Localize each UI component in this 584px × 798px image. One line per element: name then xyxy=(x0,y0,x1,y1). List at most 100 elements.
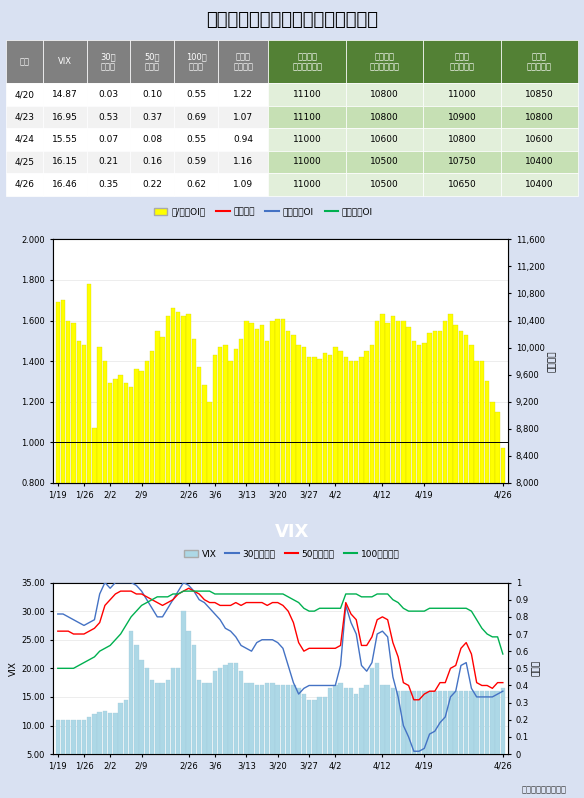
Text: 0.03: 0.03 xyxy=(99,90,119,99)
Bar xyxy=(255,329,259,483)
Bar xyxy=(396,321,401,483)
Bar xyxy=(354,361,359,483)
Text: 4/26: 4/26 xyxy=(15,180,34,189)
Bar xyxy=(130,151,174,173)
Text: 50日
百分位: 50日 百分位 xyxy=(144,52,160,71)
Bar xyxy=(396,691,401,783)
Text: 11000: 11000 xyxy=(293,135,322,144)
Bar xyxy=(406,326,411,483)
Bar xyxy=(443,321,447,483)
Bar xyxy=(349,689,353,783)
Bar xyxy=(433,691,437,783)
Bar xyxy=(307,700,311,783)
Bar xyxy=(276,318,280,483)
Text: 1.09: 1.09 xyxy=(233,180,253,189)
Bar xyxy=(129,388,133,483)
Bar xyxy=(6,84,43,106)
Bar xyxy=(464,691,468,783)
Bar xyxy=(281,318,285,483)
Bar xyxy=(328,355,332,483)
Bar xyxy=(333,347,338,483)
Bar xyxy=(423,151,500,173)
Bar xyxy=(218,40,269,84)
Bar xyxy=(176,669,180,783)
Text: 100日
百分位: 100日 百分位 xyxy=(186,52,206,71)
Bar xyxy=(354,694,359,783)
Bar xyxy=(171,669,175,783)
Bar xyxy=(119,703,123,783)
Y-axis label: 百分位: 百分位 xyxy=(532,660,541,677)
Bar xyxy=(86,40,130,84)
Bar xyxy=(427,333,432,483)
Bar xyxy=(77,341,81,483)
Text: 4/23: 4/23 xyxy=(15,113,34,121)
Bar xyxy=(134,646,138,783)
Bar xyxy=(385,322,390,483)
Text: 10500: 10500 xyxy=(370,157,399,167)
Bar xyxy=(297,345,301,483)
Bar xyxy=(270,682,274,783)
Bar xyxy=(422,343,426,483)
Bar xyxy=(269,151,346,173)
Bar xyxy=(469,345,474,483)
Bar xyxy=(98,347,102,483)
Bar xyxy=(500,128,578,151)
Bar xyxy=(312,357,317,483)
Bar xyxy=(322,353,327,483)
Bar xyxy=(160,337,165,483)
Bar xyxy=(375,321,380,483)
Text: 1.22: 1.22 xyxy=(233,90,253,99)
Bar xyxy=(269,40,346,84)
Bar xyxy=(380,685,385,783)
Text: 賣權最大
未平倉履約價: 賣權最大 未平倉履約價 xyxy=(370,52,399,71)
Bar xyxy=(343,689,348,783)
Bar xyxy=(130,128,174,151)
Bar xyxy=(286,330,290,483)
Bar xyxy=(249,322,253,483)
Bar xyxy=(333,685,338,783)
Text: 10800: 10800 xyxy=(370,113,399,121)
Bar xyxy=(391,317,395,483)
Text: 10400: 10400 xyxy=(525,157,554,167)
Bar xyxy=(302,347,306,483)
Bar xyxy=(134,369,138,483)
Text: 10500: 10500 xyxy=(370,180,399,189)
Bar xyxy=(370,669,374,783)
Bar xyxy=(244,321,249,483)
Text: 10650: 10650 xyxy=(448,180,477,189)
Bar xyxy=(55,720,60,783)
Text: 0.08: 0.08 xyxy=(142,135,162,144)
Text: 賣買權
未平倉比: 賣買權 未平倉比 xyxy=(233,52,253,71)
Text: 10900: 10900 xyxy=(448,113,477,121)
Bar xyxy=(417,345,421,483)
Bar xyxy=(186,631,191,783)
Bar xyxy=(500,173,578,196)
Bar xyxy=(86,128,130,151)
Bar xyxy=(165,680,170,783)
Bar xyxy=(124,700,128,783)
Bar xyxy=(458,330,463,483)
Bar xyxy=(174,84,218,106)
Bar xyxy=(174,173,218,196)
Bar xyxy=(103,711,107,783)
Bar xyxy=(228,662,233,783)
Bar xyxy=(207,401,212,483)
Bar xyxy=(454,691,458,783)
Text: 0.69: 0.69 xyxy=(186,113,206,121)
Bar xyxy=(140,371,144,483)
Bar xyxy=(113,713,117,783)
Bar xyxy=(86,106,130,128)
Text: 16.95: 16.95 xyxy=(52,113,78,121)
Bar xyxy=(192,646,196,783)
Bar xyxy=(239,339,244,483)
Bar xyxy=(55,302,60,483)
Text: 10800: 10800 xyxy=(525,113,554,121)
Text: 10400: 10400 xyxy=(525,180,554,189)
Bar xyxy=(260,685,264,783)
Bar xyxy=(6,173,43,196)
Bar xyxy=(346,106,423,128)
Text: 11100: 11100 xyxy=(293,90,322,99)
Bar xyxy=(346,151,423,173)
Text: 15.55: 15.55 xyxy=(52,135,78,144)
Bar xyxy=(129,631,133,783)
